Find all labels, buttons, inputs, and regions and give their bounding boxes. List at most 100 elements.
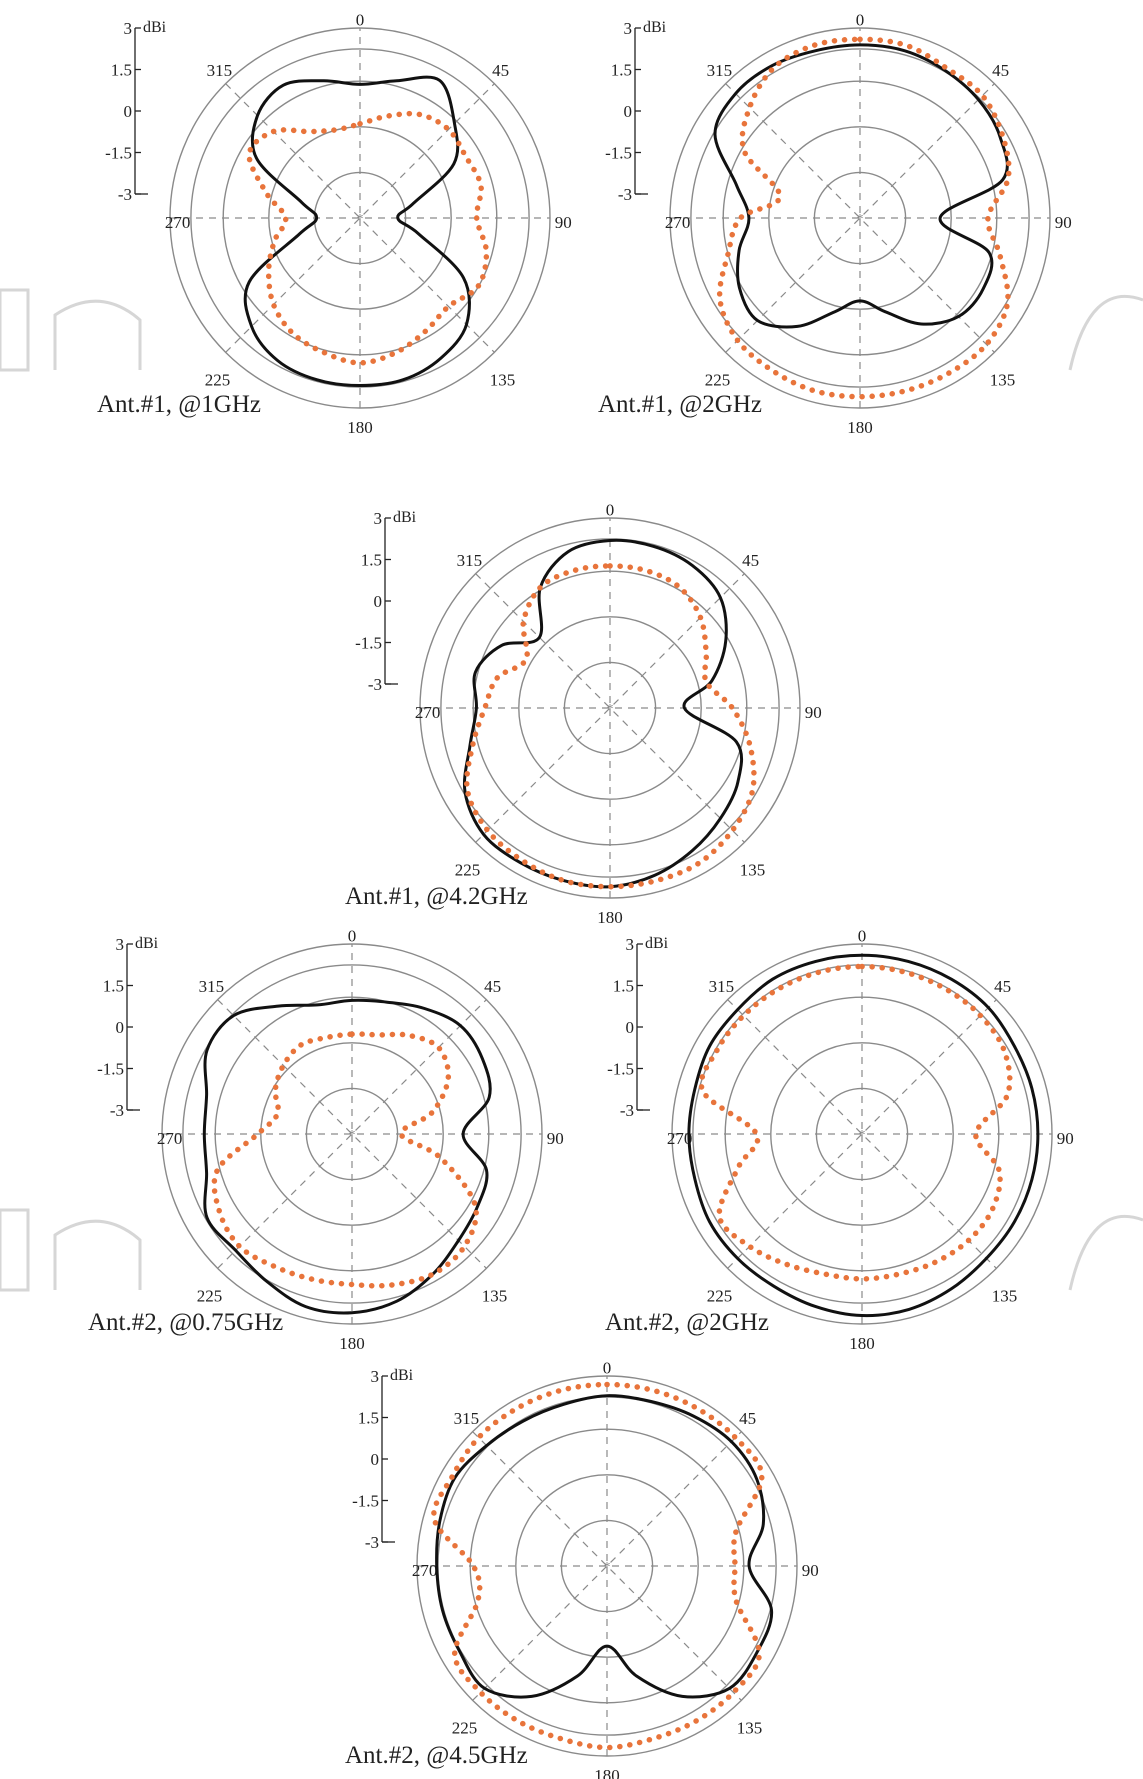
radial-tick-label: 0 (124, 102, 133, 121)
grid-circle (182, 964, 522, 1304)
angle-tick-label: 45 (739, 1409, 756, 1428)
radial-scale-axis: 3 1.5 0 -1.5 -3 dBi (607, 935, 669, 1120)
grid-spoke (475, 573, 745, 843)
center-mark: * (857, 212, 864, 227)
grid-circle (768, 126, 952, 310)
radial-tick-label: 3 (116, 935, 125, 954)
angle-tick-label: 45 (484, 977, 501, 996)
angle-tick-label: 315 (199, 977, 225, 996)
radial-scale-axis: 3 1.5 0 -1.5 -3 dBi (355, 509, 417, 694)
radial-unit-label: dBi (390, 1367, 414, 1384)
angle-tick-label: 90 (547, 1129, 564, 1148)
angle-tick-label: 270 (165, 213, 191, 232)
radial-tick-label: 3 (374, 509, 383, 528)
grid-spoke (217, 999, 487, 1269)
angle-tick-label: 225 (705, 371, 731, 390)
angle-tick-label: 45 (492, 61, 509, 80)
watermark-arc-right (1068, 1214, 1143, 1291)
chart-title: Ant.#2, @4.5GHz (345, 1742, 528, 1769)
radial-tick-label: 1.5 (358, 1409, 379, 1428)
radial-tick-label: -3 (618, 185, 632, 204)
polar-chart-6: * 0 45 90 135 180 225 270 315 3 1.5 0 -1.5 -3 dBi Ant.#… (345, 1358, 819, 1779)
angle-tick-label: 180 (849, 1334, 875, 1353)
radial-unit-label: dBi (645, 935, 669, 952)
radial-tick-label: 3 (626, 935, 635, 954)
series-dotted-line (716, 36, 1012, 400)
angle-tick-label: 270 (157, 1129, 183, 1148)
angle-tick-label: 180 (347, 418, 373, 437)
angle-tick-label: 0 (856, 10, 865, 29)
grid-spoke (727, 999, 997, 1269)
charts-layer: * 0 45 90 135 180 225 270 315 3 1.5 0 -1.5 -3 dBi Ant.#… (88, 10, 1074, 1779)
series-dotted-line (211, 1031, 479, 1289)
radial-tick-label: 1.5 (611, 61, 632, 80)
radial-tick-label: -3 (110, 1101, 124, 1120)
angle-tick-label: 90 (1057, 1129, 1074, 1148)
angle-tick-label: 90 (1055, 213, 1072, 232)
center-mark: * (357, 212, 364, 227)
radial-tick-label: 1.5 (613, 977, 634, 996)
series-solid-line (462, 538, 743, 889)
grid-circle (515, 1474, 699, 1658)
angle-tick-label: 180 (847, 418, 873, 437)
center-mark: * (604, 1560, 611, 1575)
radial-unit-label: dBi (143, 19, 167, 36)
chart-title: Ant.#2, @0.75GHz (88, 1309, 283, 1336)
radial-tick-label: -3 (118, 185, 132, 204)
series-solid-line (435, 1394, 774, 1699)
grid-spoke (225, 83, 495, 353)
series-solid-line (202, 998, 492, 1315)
angle-tick-label: 225 (455, 861, 481, 880)
grid-spoke (725, 83, 995, 353)
radial-unit-label: dBi (643, 19, 667, 36)
grid-circle (268, 126, 452, 310)
radial-tick-label: -1.5 (105, 144, 132, 163)
angle-tick-label: 180 (339, 1334, 365, 1353)
center-mark: * (349, 1128, 356, 1143)
angle-tick-label: 0 (606, 500, 615, 519)
angle-tick-label: 0 (348, 926, 357, 945)
radial-tick-label: 0 (624, 102, 633, 121)
angle-tick-label: 135 (990, 371, 1016, 390)
polar-chart-2: * 0 45 90 135 180 225 270 315 3 1.5 0 -1.5 -3 dBi Ant.#… (598, 10, 1072, 437)
radial-tick-label: -1.5 (605, 144, 632, 163)
angle-tick-label: 135 (992, 1287, 1018, 1306)
angle-tick-label: 135 (740, 861, 766, 880)
radial-scale-axis: 3 1.5 0 -1.5 -3 dBi (97, 935, 159, 1120)
watermark-bar (0, 288, 30, 372)
angle-tick-label: 135 (482, 1287, 508, 1306)
angle-tick-label: 315 (207, 61, 233, 80)
series-solid-line (713, 43, 1009, 329)
angle-tick-label: 270 (667, 1129, 693, 1148)
chart-title: Ant.#1, @1GHz (97, 391, 261, 418)
grid-circle (518, 616, 702, 800)
grid-circle (260, 1042, 444, 1226)
radial-tick-label: 0 (374, 592, 383, 611)
polar-grid: * (161, 943, 543, 1325)
series-dotted-line (464, 563, 757, 890)
radial-tick-label: 1.5 (103, 977, 124, 996)
angle-tick-label: 315 (457, 551, 483, 570)
grid-spoke (217, 999, 487, 1269)
angle-tick-label: 0 (603, 1358, 612, 1377)
center-mark: * (859, 1128, 866, 1143)
angle-tick-label: 45 (994, 977, 1011, 996)
polar-chart-4: * 0 45 90 135 180 225 270 315 3 1.5 0 -1.5 -3 dBi Ant.#… (88, 926, 564, 1353)
radial-tick-label: 0 (116, 1018, 125, 1037)
grid-spoke (725, 83, 995, 353)
radial-unit-label: dBi (393, 509, 417, 526)
angle-tick-label: 270 (412, 1561, 438, 1580)
watermark-arc (53, 1219, 142, 1290)
grid-spoke (472, 1431, 742, 1701)
angle-tick-label: 315 (454, 1409, 480, 1428)
radial-tick-label: -3 (365, 1533, 379, 1552)
series-dotted-line (431, 1381, 765, 1751)
chart-title: Ant.#1, @4.2GHz (345, 883, 528, 910)
watermark-arc (53, 299, 142, 370)
angle-tick-label: 180 (594, 1766, 620, 1779)
angle-tick-label: 225 (197, 1287, 223, 1306)
series-dotted-line (698, 963, 1013, 1282)
angle-tick-label: 0 (356, 10, 365, 29)
radial-unit-label: dBi (135, 935, 159, 952)
